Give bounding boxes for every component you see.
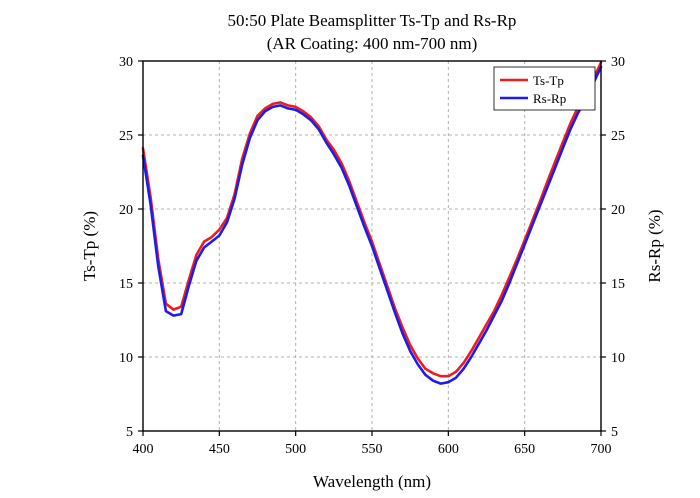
x-tick-label: 700 [591,442,612,457]
legend-label: Ts-Tp [533,73,564,88]
x-tick-label: 600 [438,442,459,457]
legend-box [493,66,596,111]
series-line-rs-rp [141,65,603,385]
y-tick-label-right: 20 [611,203,625,218]
x-tick-label: 450 [209,442,230,457]
y-tick-label-left: 25 [119,129,133,144]
y-tick-label-right: 15 [611,277,625,292]
y-tick-label-left: 10 [119,351,133,366]
x-axis-label: Wavelength (nm) [313,472,431,491]
chart-subtitle: (AR Coating: 400 nm-700 nm) [267,34,478,53]
y-tick-label-right: 10 [611,351,625,366]
y-tick-label-left: 15 [119,277,133,292]
x-tick-label: 400 [133,442,154,457]
axis-ticks: 400 450 500 550 600 650 700 5 5 10 10 15 15 20 20 25 25 3… [119,55,625,457]
grid-lines [143,61,601,431]
x-tick-label: 500 [285,442,306,457]
y-tick-label-right: 5 [611,425,618,440]
y-axis-label-left: Ts-Tp (%) [80,211,99,281]
x-tick-label: 650 [514,442,535,457]
y-tick-label-left: 20 [119,203,133,218]
chart-title: 50:50 Plate Beamsplitter Ts-Tp and Rs-Rp [228,11,517,30]
x-tick-label: 550 [362,442,383,457]
legend-label: Rs-Rp [533,91,566,106]
y-axis-label-right: Rs-Rp (%) [645,209,664,282]
y-tick-label-left: 30 [119,55,133,70]
y-tick-label-right: 30 [611,55,625,70]
y-tick-label-right: 25 [611,129,625,144]
legend: Ts-Tp Rs-Rp [493,66,596,111]
y-tick-label-left: 5 [126,425,133,440]
series-layer [141,61,603,385]
series-line-ts-tp [141,61,603,378]
